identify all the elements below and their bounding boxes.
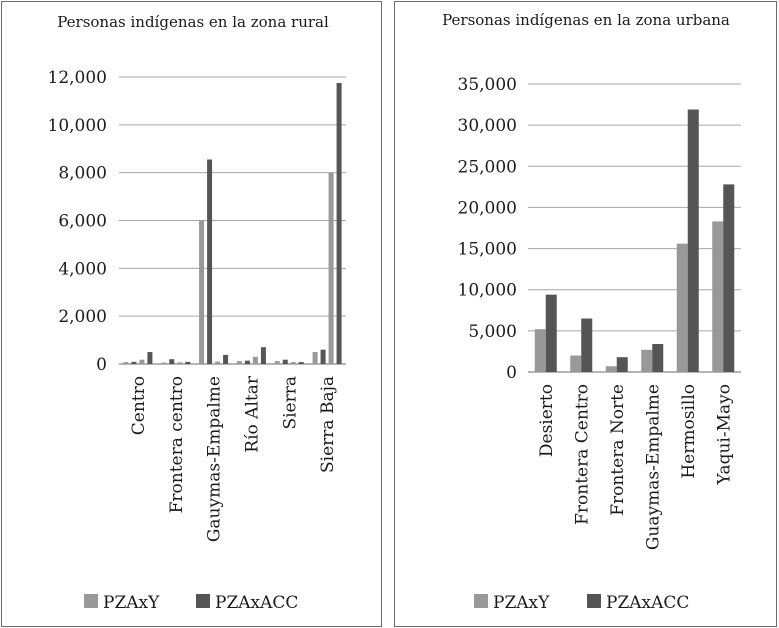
bar-pzaxacc — [616, 357, 628, 372]
y-tick-label: 12,000 — [48, 68, 107, 88]
bar-pzaxacc — [545, 294, 557, 372]
bar-pzaxy — [605, 366, 617, 372]
legend-label: PZAxY — [103, 593, 160, 613]
legend-label: PZAxACC — [215, 593, 298, 613]
y-tick-label: 20,000 — [458, 198, 517, 218]
bar-pzaxacc — [282, 359, 288, 364]
category-label: Frontera Centro — [572, 384, 592, 525]
category-label: Gauymas-Empalme — [205, 376, 225, 542]
legend-label: PZAxACC — [606, 593, 689, 613]
rural-chart-panel: Personas indígenas en la zona rural 0 2,00… — [1, 1, 382, 627]
bar-pzaxacc — [260, 347, 266, 364]
bar-pzaxy — [676, 243, 688, 372]
bar-pzaxy — [274, 361, 280, 364]
category-label: Centro — [129, 376, 149, 435]
y-tick-label: 2,000 — [58, 307, 107, 327]
bar-pzaxy — [328, 172, 334, 364]
bar-pzaxy — [177, 362, 183, 364]
bar-pzaxacc — [298, 362, 304, 364]
bar-pzaxy — [534, 329, 546, 372]
category-label: Sierra — [280, 376, 300, 430]
urban-chart-panel: Personas indígenas en la zona urbana 0 5,0… — [394, 1, 777, 627]
legend-swatch — [474, 594, 488, 608]
category-label: Sierra Baja — [318, 376, 338, 473]
y-tick-label: 5,000 — [468, 322, 517, 342]
bar-pzaxy — [215, 361, 221, 364]
bar-pzaxy — [199, 220, 205, 364]
bar-pzaxacc — [169, 359, 175, 364]
y-tick-label: 35,000 — [458, 75, 517, 95]
bar-pzaxy — [641, 349, 653, 372]
bar-pzaxacc — [687, 109, 699, 372]
bar-pzaxacc — [723, 184, 735, 372]
category-label: Desierto — [537, 384, 557, 457]
bar-pzaxacc — [223, 354, 229, 364]
y-tick-label: 10,000 — [48, 116, 107, 136]
bar-pzaxacc — [320, 349, 326, 364]
legend-label: PZAxY — [493, 593, 550, 613]
urban-chart: Personas indígenas en la zona urbana 0 5,0… — [442, 11, 741, 613]
legend-swatch — [84, 594, 98, 608]
y-tick-label: 6,000 — [58, 212, 107, 232]
legend-swatch — [196, 594, 210, 608]
chart-title: Personas indígenas en la zona rural — [57, 13, 329, 31]
bar-pzaxy — [252, 356, 258, 364]
y-tick-label: 0 — [96, 355, 107, 375]
y-tick-label: 4,000 — [58, 259, 107, 279]
y-tick-label: 15,000 — [458, 240, 517, 260]
chart-title: Personas indígenas en la zona urbana — [442, 11, 730, 29]
y-tick-label: 0 — [506, 363, 517, 383]
bar-pzaxacc — [207, 159, 213, 364]
bar-pzaxy — [570, 355, 582, 372]
bar-pzaxacc — [131, 361, 137, 364]
bar-pzaxacc — [244, 360, 250, 364]
bar-pzaxy — [123, 362, 129, 364]
category-label: Frontera Norte — [608, 384, 628, 516]
bar-pzaxacc — [336, 82, 342, 365]
bar-pzaxy — [139, 359, 145, 364]
y-tick-label: 10,000 — [458, 281, 517, 301]
bar-pzaxy — [236, 361, 242, 364]
category-label: Hermosillo — [679, 384, 699, 479]
bar-pzaxy — [312, 352, 318, 364]
bar-pzaxy — [290, 362, 296, 364]
category-label: Yaqui-Mayo — [714, 384, 734, 485]
category-label: Frontera centro — [167, 376, 187, 513]
category-label: Río Altar — [242, 375, 262, 453]
y-tick-label: 8,000 — [58, 164, 107, 184]
bar-pzaxacc — [581, 318, 593, 372]
bar-pzaxy — [161, 362, 167, 364]
bar-pzaxacc — [652, 344, 664, 372]
bar-pzaxy — [712, 221, 724, 372]
rural-chart: Personas indígenas en la zona rural 0 2,00… — [48, 13, 346, 613]
legend-swatch — [587, 594, 601, 608]
y-tick-label: 30,000 — [458, 116, 517, 136]
bar-pzaxacc — [147, 352, 153, 364]
category-label: Guaymas-Empalme — [643, 384, 663, 550]
bar-pzaxacc — [185, 361, 191, 364]
y-tick-label: 25,000 — [458, 157, 517, 177]
